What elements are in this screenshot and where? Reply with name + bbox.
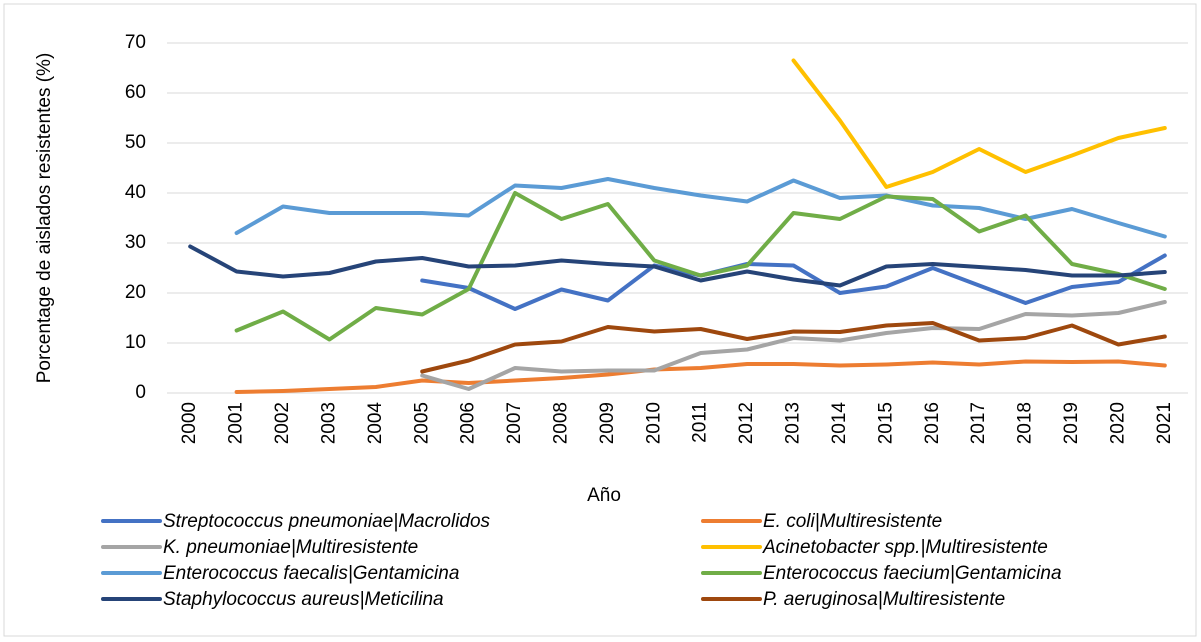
legend-label: Enterococcus faecalis|Gentamicina <box>163 563 459 584</box>
series-line <box>420 253 1167 311</box>
x-tick-label: 2012 <box>736 402 757 444</box>
y-axis-label: Porcentage de aislados resistentes (%) <box>34 53 55 384</box>
x-tick-label: 2001 <box>226 402 247 444</box>
x-tick-label: 2007 <box>504 402 525 444</box>
y-tick-label: 70 <box>125 32 146 53</box>
series-line <box>234 177 1167 239</box>
legend-label: K. pneumoniae|Multiresistente <box>163 537 418 558</box>
x-tick-label: 2004 <box>365 402 386 445</box>
series-line <box>791 58 1167 189</box>
x-tick-label: 2002 <box>272 402 293 444</box>
chart-border <box>3 3 1197 637</box>
y-tick-label: 60 <box>125 82 146 103</box>
x-tick-label: 2016 <box>922 402 943 444</box>
legend-label: Acinetobacter spp.|Multiresistente <box>762 537 1048 558</box>
series-line <box>420 321 1167 374</box>
legend-label: Enterococcus faecium|Gentamicina <box>763 563 1062 584</box>
y-tick-label: 10 <box>125 332 146 353</box>
x-tick-label: 2019 <box>1061 402 1082 444</box>
x-tick-label: 2015 <box>875 402 896 444</box>
y-tick-label: 50 <box>125 132 146 153</box>
x-tick-label: 2017 <box>968 402 989 444</box>
legend-label: P. aeruginosa|Multiresistente <box>763 589 1005 610</box>
x-tick-label: 2005 <box>411 402 432 444</box>
x-tick-label: 2013 <box>783 402 804 444</box>
y-tick-label: 0 <box>135 382 146 403</box>
x-axis-label: Año <box>587 485 621 506</box>
x-tick-label: 2003 <box>318 402 339 444</box>
x-tick-label: 2014 <box>829 402 850 445</box>
legend-label: Streptococcus pneumoniae|Macrolidos <box>163 511 491 532</box>
x-tick-label: 2009 <box>597 402 618 444</box>
y-tick-label: 30 <box>125 232 146 253</box>
x-tick-label: 2018 <box>1015 402 1036 444</box>
y-tick-label: 20 <box>125 282 146 303</box>
x-tick-label: 2021 <box>1154 402 1175 444</box>
series-line <box>234 359 1167 394</box>
x-tick-label: 2000 <box>179 402 200 444</box>
y-tick-label: 40 <box>125 182 146 203</box>
series-line <box>420 300 1167 391</box>
x-tick-label: 2011 <box>690 402 711 443</box>
legend-label: E. coli|Multiresistente <box>763 511 942 532</box>
x-tick-label: 2010 <box>643 402 664 444</box>
x-tick-label: 2008 <box>550 402 571 444</box>
x-tick-label: 2006 <box>458 402 479 444</box>
x-tick-label: 2020 <box>1107 402 1128 444</box>
series-line <box>188 244 1167 288</box>
legend-label: Staphylococcus aureus|Meticilina <box>163 589 444 610</box>
series-line <box>234 191 1167 342</box>
